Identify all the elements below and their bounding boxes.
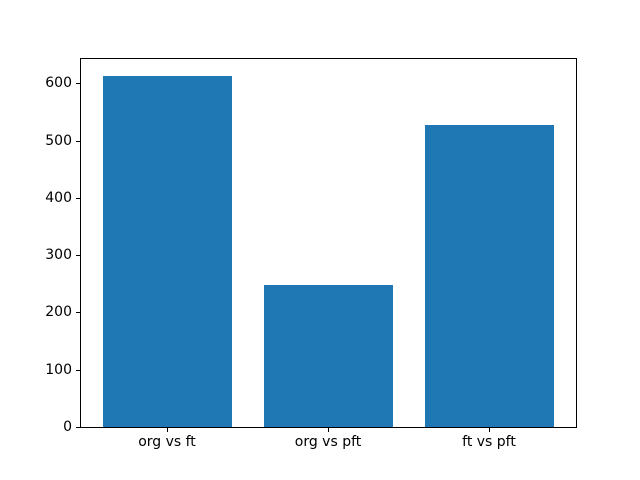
y-tick-mark — [76, 198, 80, 199]
bar-ft-vs-pft — [425, 125, 554, 427]
y-tick-label: 0 — [63, 419, 72, 435]
x-tick-label: org vs pft — [294, 434, 362, 450]
x-tick-mark — [167, 428, 168, 432]
y-tick-label: 200 — [45, 304, 72, 320]
x-tick-mark — [328, 428, 329, 432]
y-tick-label: 400 — [45, 190, 72, 206]
x-tick-mark — [489, 428, 490, 432]
y-tick-label: 300 — [45, 247, 72, 263]
y-tick-mark — [76, 370, 80, 371]
y-tick-mark — [76, 83, 80, 84]
y-tick-label: 100 — [45, 362, 72, 378]
y-tick-mark — [76, 312, 80, 313]
x-tick-label: org vs ft — [138, 434, 196, 450]
bar-org-vs-ft — [103, 76, 232, 427]
x-tick-label: ft vs pft — [462, 434, 516, 450]
y-tick-mark — [76, 141, 80, 142]
y-tick-mark — [76, 255, 80, 256]
y-tick-label: 500 — [45, 133, 72, 149]
y-tick-label: 600 — [45, 75, 72, 91]
bar-org-vs-pft — [264, 285, 393, 427]
y-tick-mark — [76, 427, 80, 428]
